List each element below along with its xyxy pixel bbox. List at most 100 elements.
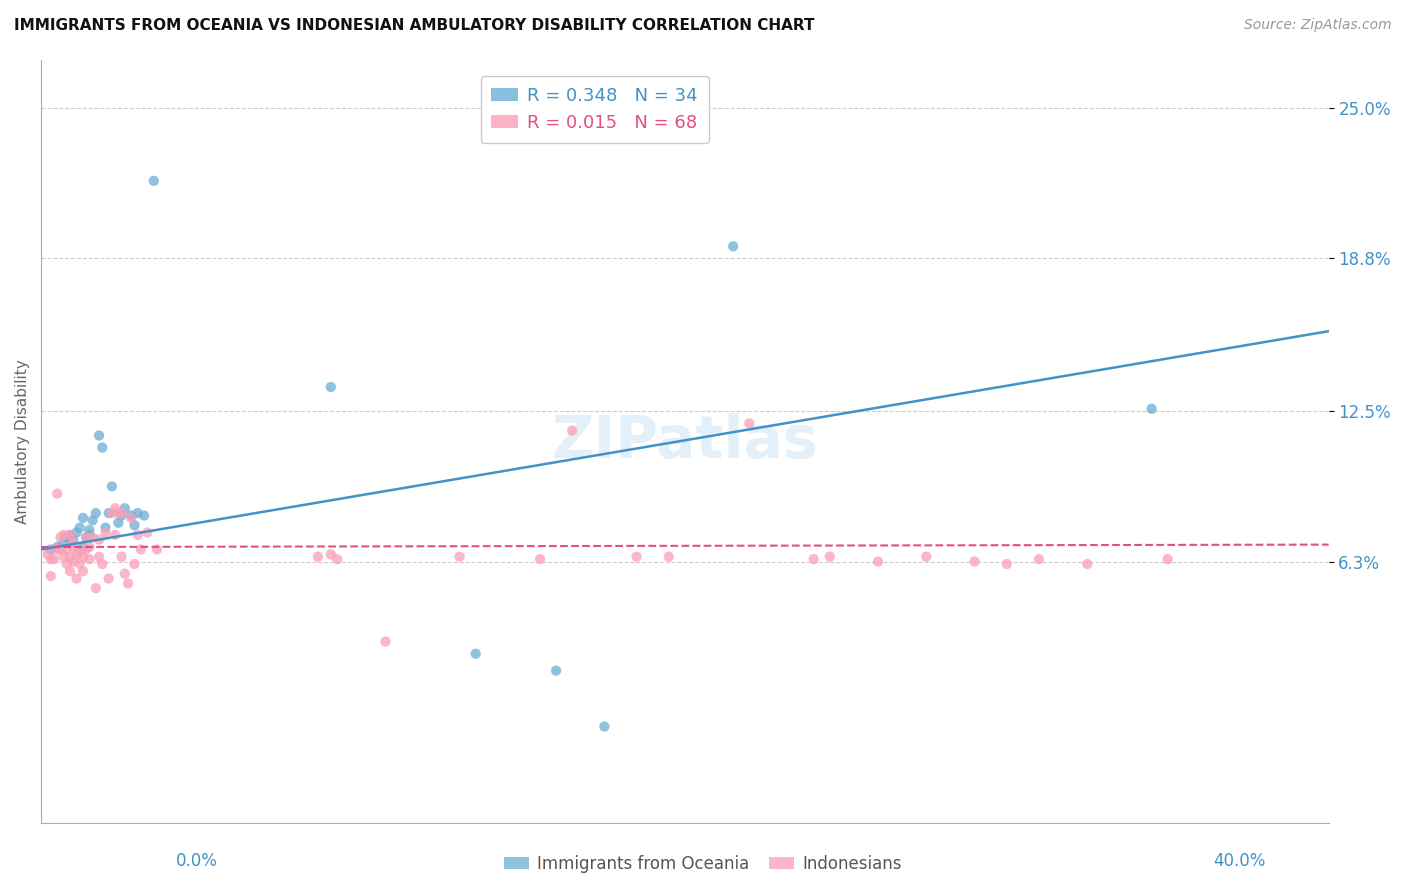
Point: [65, 572, 87, 586]
Point: [374, 634, 396, 648]
Point: [803, 552, 825, 566]
Point: [59, 549, 82, 564]
Point: [464, 647, 486, 661]
Point: [104, 528, 127, 542]
Point: [87, 428, 110, 442]
Point: [46, 540, 69, 554]
Point: [110, 549, 132, 564]
Point: [59, 564, 82, 578]
Point: [1028, 552, 1050, 566]
Point: [84, 506, 107, 520]
Point: [101, 506, 124, 520]
Point: [91, 557, 114, 571]
Point: [91, 441, 114, 455]
Point: [101, 479, 124, 493]
Point: [62, 535, 84, 549]
Point: [110, 508, 132, 523]
Point: [818, 549, 841, 564]
Point: [107, 516, 129, 530]
Point: [117, 576, 139, 591]
Point: [39, 552, 62, 566]
Point: [87, 533, 110, 547]
Point: [129, 542, 152, 557]
Point: [75, 530, 97, 544]
Point: [307, 549, 329, 564]
Point: [124, 557, 146, 571]
Point: [37, 547, 59, 561]
Point: [79, 523, 101, 537]
Point: [84, 581, 107, 595]
Point: [132, 508, 155, 523]
Point: [62, 533, 84, 547]
Point: [114, 501, 136, 516]
Point: [626, 549, 648, 564]
Point: [42, 552, 65, 566]
Point: [995, 557, 1018, 571]
Point: [97, 506, 120, 520]
Point: [39, 542, 62, 557]
Point: [529, 552, 551, 566]
Point: [52, 528, 75, 542]
Point: [56, 530, 79, 544]
Y-axis label: Ambulatory Disability: Ambulatory Disability: [15, 359, 30, 524]
Point: [46, 542, 69, 557]
Point: [49, 530, 72, 544]
Point: [319, 547, 342, 561]
Point: [52, 549, 75, 564]
Point: [114, 566, 136, 581]
Point: [124, 518, 146, 533]
Point: [94, 521, 117, 535]
Point: [75, 530, 97, 544]
Point: [110, 506, 132, 520]
Point: [79, 528, 101, 542]
Text: Source: ZipAtlas.com: Source: ZipAtlas.com: [1244, 18, 1392, 32]
Legend: R = 0.348   N = 34, R = 0.015   N = 68: R = 0.348 N = 34, R = 0.015 N = 68: [481, 77, 709, 143]
Point: [104, 501, 127, 516]
Point: [52, 535, 75, 549]
Point: [79, 540, 101, 554]
Text: 0.0%: 0.0%: [176, 852, 218, 870]
Point: [72, 549, 94, 564]
Point: [136, 525, 159, 540]
Point: [658, 549, 681, 564]
Point: [1157, 552, 1180, 566]
Point: [127, 506, 149, 520]
Point: [72, 540, 94, 554]
Text: ZIPatlas: ZIPatlas: [551, 413, 818, 470]
Point: [1076, 557, 1098, 571]
Point: [963, 555, 986, 569]
Point: [69, 545, 91, 559]
Point: [62, 540, 84, 554]
Point: [738, 417, 761, 431]
Point: [72, 564, 94, 578]
Point: [56, 557, 79, 571]
Point: [146, 542, 169, 557]
Point: [94, 525, 117, 540]
Point: [65, 547, 87, 561]
Point: [75, 542, 97, 557]
Point: [546, 664, 568, 678]
Point: [120, 508, 142, 523]
Point: [449, 549, 471, 564]
Point: [72, 511, 94, 525]
Point: [915, 549, 938, 564]
Point: [120, 511, 142, 525]
Text: IMMIGRANTS FROM OCEANIA VS INDONESIAN AMBULATORY DISABILITY CORRELATION CHART: IMMIGRANTS FROM OCEANIA VS INDONESIAN AM…: [14, 18, 814, 33]
Point: [49, 542, 72, 557]
Point: [87, 549, 110, 564]
Point: [59, 528, 82, 542]
Point: [326, 552, 349, 566]
Point: [721, 239, 744, 253]
Legend: Immigrants from Oceania, Indonesians: Immigrants from Oceania, Indonesians: [498, 848, 908, 880]
Point: [561, 424, 583, 438]
Point: [127, 528, 149, 542]
Point: [593, 719, 616, 733]
Point: [319, 380, 342, 394]
Point: [65, 525, 87, 540]
Point: [866, 555, 889, 569]
Point: [62, 555, 84, 569]
Point: [82, 530, 104, 544]
Point: [56, 542, 79, 557]
Text: 40.0%: 40.0%: [1213, 852, 1265, 870]
Point: [59, 528, 82, 542]
